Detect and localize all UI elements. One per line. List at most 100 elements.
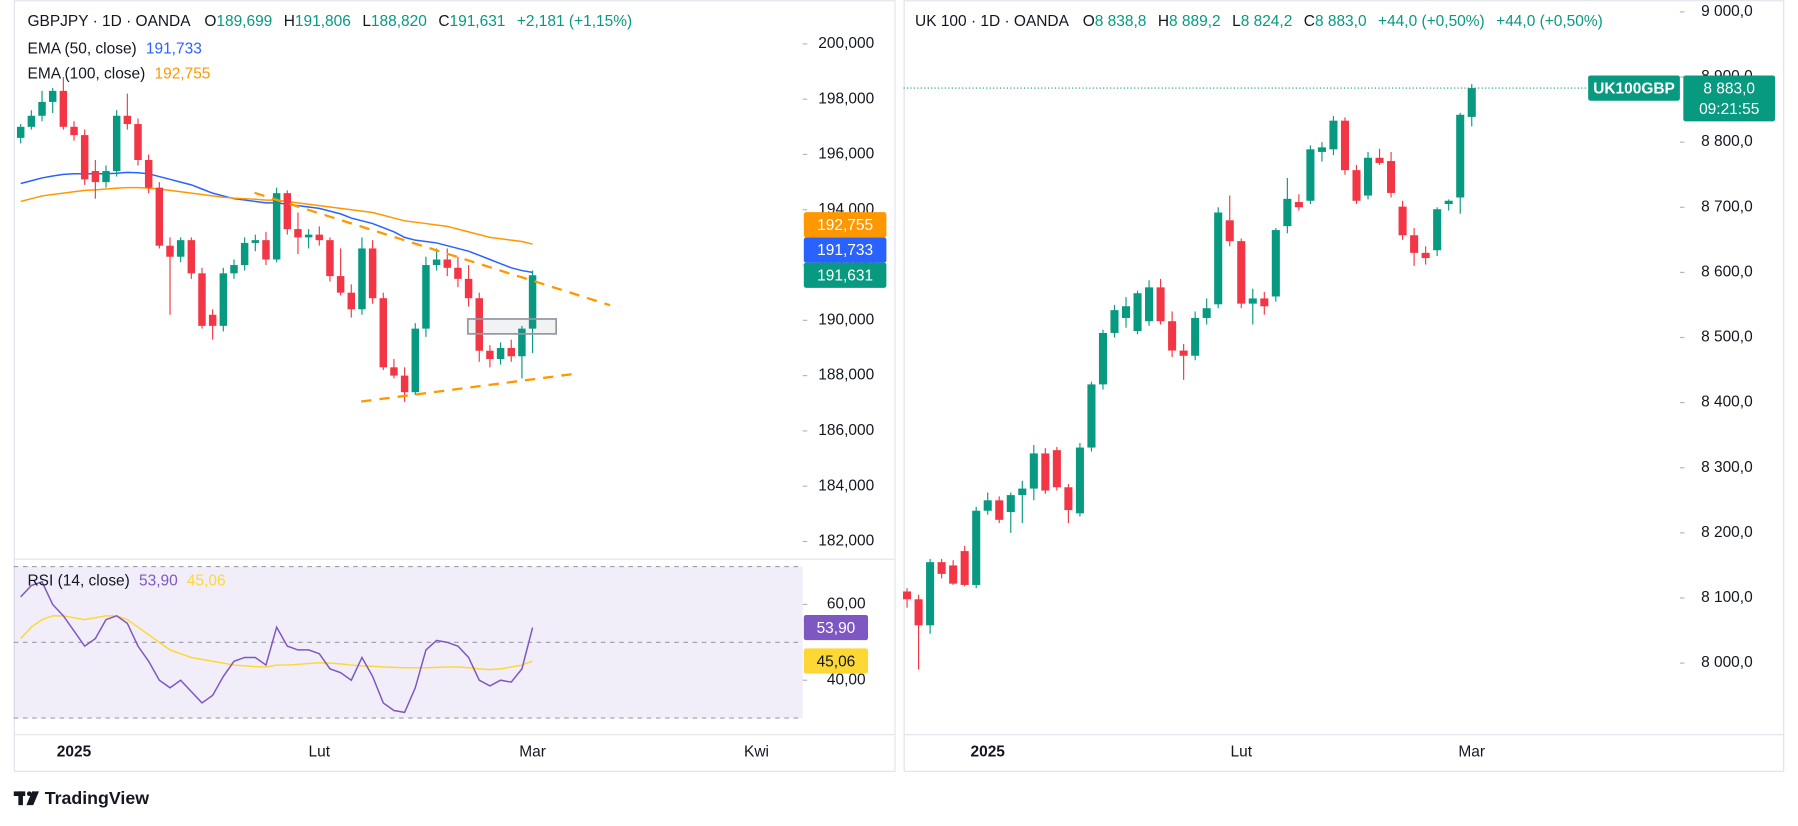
x-tick-label: Lut xyxy=(309,744,331,761)
candle-body xyxy=(983,500,992,511)
candle-body xyxy=(1398,206,1407,236)
indicator-badge-label: 191,733 xyxy=(817,242,873,259)
candle-body xyxy=(1317,147,1326,152)
candle-body xyxy=(507,347,515,357)
indicator-name: EMA (100, close) xyxy=(28,66,146,83)
candle-body xyxy=(144,159,153,188)
candle-body xyxy=(518,328,526,357)
candle-body xyxy=(1421,252,1430,259)
candle-body xyxy=(1444,200,1453,205)
price-badge-label: 191,631 xyxy=(817,267,873,284)
candle-body xyxy=(1145,287,1154,322)
change: +2,181 (+1,15%) xyxy=(517,13,632,30)
candle-body xyxy=(1191,317,1200,356)
y-tick-label: 8 000,0 xyxy=(1701,654,1753,671)
candle-body xyxy=(1041,453,1050,491)
y-tick-label: 196,000 xyxy=(818,146,874,163)
indicator-value: 191,733 xyxy=(146,41,202,58)
indicator-badge xyxy=(803,237,887,263)
x-tick-label: Mar xyxy=(519,744,546,761)
change: +44,0 (+0,50%) xyxy=(1496,13,1603,30)
candle-body xyxy=(230,265,238,274)
indicator-badge-label: 192,755 xyxy=(817,217,873,234)
y-tick-label: 8 100,0 xyxy=(1701,589,1753,606)
candle-body xyxy=(38,101,46,116)
candle-body xyxy=(432,259,441,266)
candle-body xyxy=(262,240,270,260)
candle-body xyxy=(496,347,505,360)
candle-body xyxy=(1121,306,1131,318)
candle-body xyxy=(1018,488,1027,496)
candle-body xyxy=(1110,310,1119,333)
change: +44,0 (+0,50%) xyxy=(1378,13,1485,30)
x-tick-label: Mar xyxy=(1458,744,1485,761)
candle-body xyxy=(379,298,388,368)
ohlc-value: 8 883,0 xyxy=(1315,13,1367,30)
y-tick-label: 184,000 xyxy=(818,477,874,494)
indicator-line xyxy=(20,580,534,714)
symbol-badge-label: UK100GBP xyxy=(1593,80,1675,97)
ohlc-key: O xyxy=(1083,13,1095,30)
candle-body xyxy=(1237,241,1246,304)
price-badge-label: 8 883,0 xyxy=(1703,80,1755,97)
candle-body xyxy=(112,115,121,172)
candle-body xyxy=(166,245,174,257)
price-badge xyxy=(803,262,887,288)
indicator-value: 192,755 xyxy=(154,66,210,83)
candle-body xyxy=(443,259,451,268)
indicator-legend: EMA (50, close) 191,733 xyxy=(28,41,202,58)
y-tick-label: 190,000 xyxy=(818,311,874,328)
candle-body xyxy=(411,328,420,393)
x-tick-label: Lut xyxy=(1230,744,1252,761)
ohlc-value: 189,699 xyxy=(216,13,272,30)
candle-body xyxy=(315,234,324,241)
indicator-line xyxy=(20,615,533,671)
candle-body xyxy=(1098,332,1107,385)
ohlc-key: O xyxy=(204,13,216,30)
candle-body xyxy=(102,171,110,183)
candle-body xyxy=(1087,384,1096,448)
candle-body xyxy=(1306,149,1315,201)
candle-body xyxy=(1214,212,1223,305)
countdown-label: 09:21:55 xyxy=(1699,101,1759,118)
ohlc-key: H xyxy=(1158,13,1169,30)
ohlc-value: 191,806 xyxy=(295,13,351,30)
candle-body xyxy=(1006,495,1015,513)
ohlc-value: 8 824,2 xyxy=(1241,13,1293,30)
candle-body xyxy=(528,275,537,329)
indicator-name: RSI (14, close) xyxy=(28,573,130,590)
candle-body xyxy=(949,565,958,584)
y-tick-label: 40,00 xyxy=(827,671,866,688)
candle-body xyxy=(187,240,196,274)
symbol-title: GBPJPY · 1D · OANDA xyxy=(28,13,192,30)
y-tick-label: 8 400,0 xyxy=(1701,394,1753,411)
candle-body xyxy=(91,171,100,183)
candle-body xyxy=(1075,447,1084,514)
candle-body xyxy=(1260,298,1269,307)
candle-body xyxy=(16,126,25,138)
x-tick-label: 2025 xyxy=(971,744,1006,761)
candle-body xyxy=(1202,308,1211,318)
ohlc-key: C xyxy=(438,13,449,30)
ohlc-key: L xyxy=(362,13,371,30)
right-panel xyxy=(903,0,1785,772)
y-tick-label: 8 800,0 xyxy=(1701,133,1753,150)
candle-body xyxy=(1433,209,1442,251)
candle-body xyxy=(1168,321,1177,351)
candle-body xyxy=(326,240,334,277)
indicator-badge-label: 53,90 xyxy=(817,620,856,637)
y-tick-label: 8 500,0 xyxy=(1701,329,1753,346)
y-tick-label: 9 000,0 xyxy=(1701,3,1753,20)
right-chart: 8 000,0 8 100,0 8 200,0 8 300,0 8 400,0 8 500… xyxy=(903,3,1776,761)
symbol-badge xyxy=(1588,75,1680,101)
candle-body xyxy=(134,124,142,160)
candle-body xyxy=(1133,293,1142,331)
candle-body xyxy=(464,278,473,299)
y-tick-label: 8 300,0 xyxy=(1701,459,1753,476)
x-tick-label: 2025 xyxy=(57,744,92,761)
range-box xyxy=(466,318,558,335)
indicator-badge xyxy=(803,614,869,641)
candle-body xyxy=(1294,202,1303,208)
